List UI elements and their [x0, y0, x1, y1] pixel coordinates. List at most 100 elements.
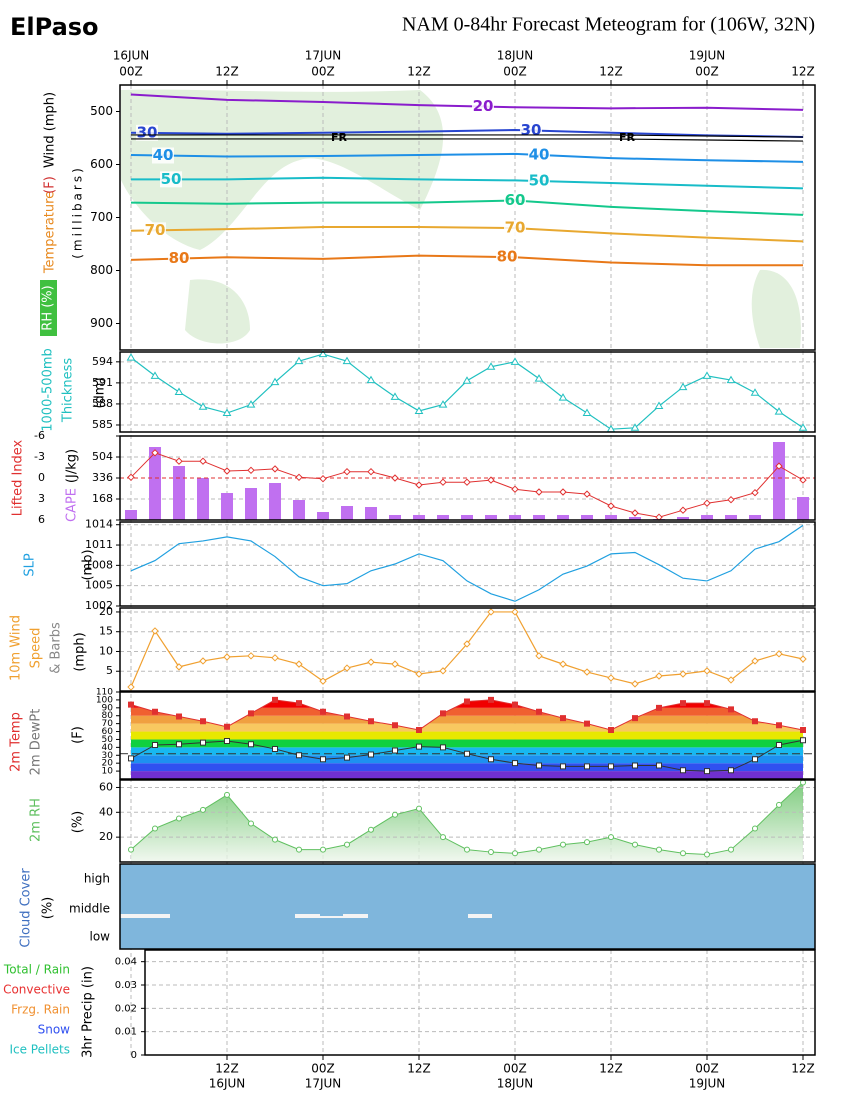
rh-patch [185, 279, 250, 344]
marker [271, 465, 279, 473]
marker [127, 683, 135, 691]
marker [752, 825, 759, 832]
marker [560, 763, 566, 770]
marker [366, 375, 376, 384]
y-tick-label: 6 [38, 513, 45, 526]
marker [487, 476, 495, 484]
top-date-label: 18JUN [497, 49, 534, 63]
y-tick-label: 0 [131, 1050, 137, 1061]
y-tick-label: 1008 [85, 558, 113, 571]
y-tick-label: 40 [99, 805, 113, 818]
cloud-level: middle [69, 902, 110, 916]
frame [119, 779, 816, 863]
marker [680, 700, 686, 707]
marker [656, 762, 662, 769]
marker [583, 490, 591, 498]
bottom-date-label: 16JUN [209, 1077, 246, 1091]
marker [390, 392, 400, 400]
marker [584, 720, 590, 727]
isotherm [131, 176, 804, 190]
marker [464, 698, 470, 705]
marker [368, 826, 375, 833]
marker [440, 710, 446, 717]
marker [343, 664, 351, 672]
cape-bar [629, 517, 641, 520]
marker [392, 722, 398, 729]
y-tick-label: 15 [99, 625, 113, 638]
isotherm-label: 40 [153, 146, 174, 164]
top-time-label: 12Z [215, 65, 239, 79]
marker [584, 763, 590, 770]
marker [464, 750, 470, 757]
precip-bg [145, 950, 815, 1055]
axis-label: 2m DewPt [29, 709, 44, 776]
marker [752, 756, 758, 763]
marker [296, 700, 302, 707]
axis-label: & Barbs [49, 622, 64, 674]
marker [751, 488, 759, 497]
axis-label: (%) [41, 897, 56, 920]
y-tick-label: 40 [102, 743, 114, 753]
marker [704, 851, 711, 858]
bottom-time-label: 12Z [407, 1062, 431, 1076]
isotherm-label: 80 [169, 249, 190, 267]
isotherm [130, 129, 804, 138]
marker [680, 767, 686, 774]
axis-label: RH (%) [41, 285, 56, 330]
marker [655, 672, 663, 680]
marker [632, 841, 639, 848]
cloud-gap [468, 914, 492, 918]
y-tick-label: 1014 [85, 518, 113, 531]
marker [535, 652, 543, 660]
marker [631, 680, 639, 688]
axis-label: 3hr Precip (in) [81, 966, 96, 1058]
temp-band [131, 763, 803, 772]
location: ElPaso [10, 13, 99, 41]
isotherm-label-bg [504, 192, 526, 209]
marker [534, 374, 544, 382]
marker [774, 407, 784, 415]
freezing-label: FR [331, 131, 348, 144]
cape-bar [293, 500, 305, 520]
marker [607, 502, 615, 510]
marker [175, 457, 183, 465]
marker [415, 481, 423, 489]
marker [198, 402, 208, 410]
marker [344, 841, 351, 848]
marker [367, 658, 375, 666]
cape-bar [749, 515, 761, 520]
y-tick-label: 1011 [85, 538, 113, 551]
marker [608, 834, 615, 841]
chart-title: NAM 0-84hr Forecast Meteogram for (106W,… [402, 14, 815, 36]
y-tick-label: -3 [34, 450, 45, 463]
y-tick-label: 70 [102, 719, 114, 729]
rh-area [131, 782, 803, 862]
bottom-date-label: 18JUN [497, 1077, 534, 1091]
marker [415, 670, 423, 678]
marker [463, 640, 471, 648]
marker [152, 741, 158, 748]
y-tick-label: 800 [90, 263, 113, 277]
axis-label: (mb) [81, 549, 96, 580]
marker [488, 756, 494, 763]
y-tick-label: 20 [99, 605, 113, 618]
marker [392, 747, 398, 754]
marker [630, 423, 640, 431]
rh-patch [751, 269, 801, 348]
y-tick-label: 60 [102, 727, 114, 737]
frame [119, 435, 816, 521]
cape-bar [197, 478, 209, 520]
marker [438, 400, 448, 408]
bottom-time-label: 12Z [215, 1062, 239, 1076]
axis-label: 1000-500mb [41, 348, 56, 432]
cape-bar [581, 515, 593, 520]
marker [176, 741, 182, 748]
marker [200, 718, 206, 725]
marker [535, 488, 543, 496]
marker [224, 723, 230, 730]
frame [119, 607, 816, 692]
marker [607, 674, 615, 682]
marker [391, 474, 399, 482]
temp-band [131, 739, 803, 748]
marker [488, 696, 494, 703]
